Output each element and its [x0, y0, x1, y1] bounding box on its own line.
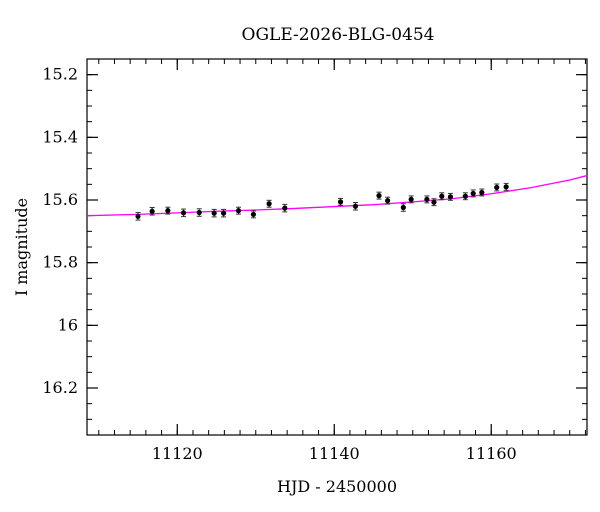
- plot-frame: [86, 58, 588, 436]
- data-point: [376, 193, 382, 199]
- y-tick-label: 15.4: [42, 127, 78, 146]
- data-point: [447, 194, 454, 200]
- data-point: [282, 205, 288, 211]
- data-point: [494, 184, 500, 191]
- data-point: [408, 196, 414, 202]
- data-point: [479, 189, 485, 196]
- data-point: [337, 199, 344, 205]
- data-point: [266, 201, 272, 207]
- data-points-group: [135, 182, 509, 221]
- chart-title: OGLE-2026-BLG-0454: [242, 25, 435, 45]
- data-point: [431, 199, 437, 205]
- axis-ticks: [87, 58, 587, 436]
- data-point: [424, 196, 430, 202]
- x-tick-label: 11140: [309, 444, 360, 463]
- data-point: [165, 208, 171, 214]
- model-curve-group: [86, 174, 588, 217]
- data-point: [503, 184, 509, 190]
- data-point: [211, 210, 217, 216]
- y-tick-label: 16.2: [42, 378, 78, 397]
- model-curve: [86, 174, 588, 217]
- data-point: [400, 204, 406, 211]
- x-tick-label: 11120: [152, 444, 203, 463]
- y-tick-label: 16: [58, 315, 78, 334]
- data-point: [235, 208, 242, 214]
- axis-tick-labels: 11120 11140 11160 15.2 15.4 15.6 15.8 16 16.2: [42, 65, 516, 463]
- data-point: [180, 210, 187, 216]
- data-point: [220, 210, 227, 216]
- data-point: [149, 208, 155, 214]
- y-tick-label: 15.8: [42, 253, 78, 272]
- data-point: [470, 190, 476, 197]
- data-point: [462, 193, 468, 199]
- x-tick-label: 11160: [466, 444, 517, 463]
- data-point: [385, 198, 391, 204]
- y-tick-label: 15.2: [42, 65, 78, 84]
- x-axis-label: HJD - 2450000: [277, 477, 397, 496]
- data-point: [352, 203, 359, 209]
- data-point: [196, 209, 202, 216]
- data-point: [250, 211, 257, 218]
- y-axis-label: I magnitude: [12, 198, 31, 296]
- data-point: [135, 213, 141, 219]
- y-tick-label: 15.6: [42, 190, 78, 209]
- data-point: [439, 193, 445, 199]
